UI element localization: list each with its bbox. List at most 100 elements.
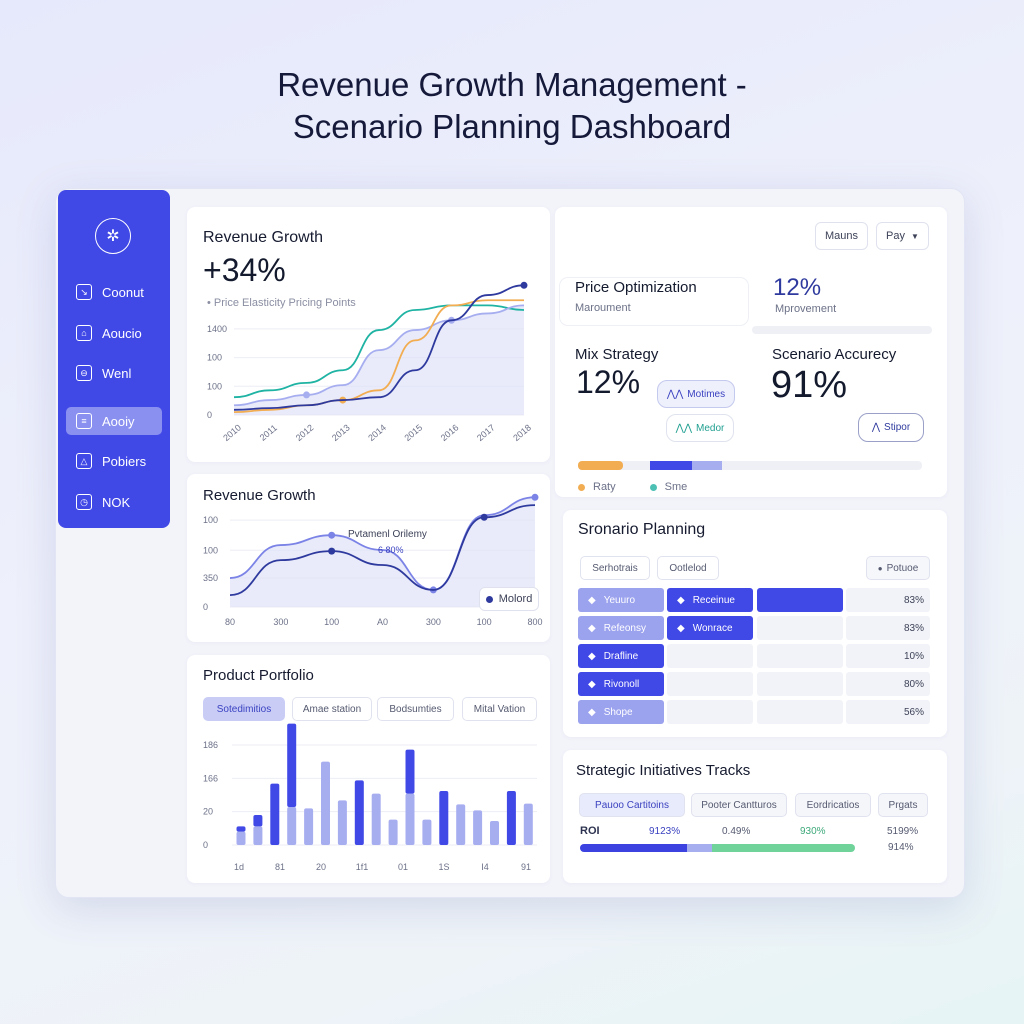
scenario-cell[interactable] <box>667 700 753 724</box>
bar-top[interactable] <box>270 783 280 845</box>
x-tick-label: 2010 <box>221 422 243 443</box>
sidebar-item-3[interactable]: ≡ Aooiy <box>66 407 162 435</box>
logo-icon[interactable]: ✲ <box>95 218 131 254</box>
data-point[interactable] <box>480 513 488 521</box>
x-tick-label: 01 <box>398 862 408 872</box>
sidebar-item-5[interactable]: ◷ NOK <box>66 488 162 516</box>
card-title: Revenue Growth <box>203 229 324 246</box>
x-tick-label: 2014 <box>366 422 388 443</box>
triangle-icon: △ <box>76 453 92 469</box>
bar-base[interactable] <box>405 793 415 845</box>
y-tick-label: 20 <box>203 807 213 817</box>
card-title: Sronario Planning <box>578 521 706 538</box>
data-point[interactable] <box>303 391 310 399</box>
bar-top[interactable] <box>439 791 449 845</box>
scenario-cell[interactable] <box>757 672 843 696</box>
data-point[interactable] <box>520 281 528 289</box>
card-title: Revenue Growth <box>203 487 316 504</box>
sidebar-item-label: Aooiy <box>102 413 135 429</box>
scenario-cell[interactable]: ◆ Yeuuro <box>578 588 664 612</box>
bar-top[interactable] <box>354 780 364 845</box>
mix-strategy-title: Mix Strategy <box>575 346 659 363</box>
scenario-cell[interactable] <box>757 588 843 612</box>
scenario-cell[interactable] <box>757 644 843 668</box>
filter-ootlelod[interactable]: Ootlelod <box>657 556 719 580</box>
cell-label: Rivonoll <box>603 678 640 690</box>
sidebar-item-1[interactable]: ⌂ Aoucio <box>66 319 162 347</box>
bar-top[interactable] <box>253 815 263 827</box>
bar-base[interactable] <box>371 793 381 845</box>
stipor-pill[interactable]: ⋀ Stipor <box>858 413 924 442</box>
data-point[interactable] <box>531 493 539 501</box>
initiative-tab-0[interactable]: Pauoo Cartitoins <box>579 793 685 817</box>
sidebar-item-4[interactable]: △ Pobiers <box>66 447 162 475</box>
square-icon: ↘ <box>76 284 92 300</box>
y-tick-label: 1400 <box>207 324 227 334</box>
bar-base[interactable] <box>304 808 314 845</box>
scenario-cell[interactable] <box>667 672 753 696</box>
bar-top[interactable] <box>236 826 246 832</box>
progress-segment-green <box>712 844 855 852</box>
x-tick-label: A0 <box>377 617 388 627</box>
bar-base[interactable] <box>523 803 533 845</box>
sidebar-item-label: NOK <box>102 494 131 510</box>
potuoe-button[interactable]: ● Potuoe <box>866 556 930 580</box>
motimes-pill[interactable]: ⋀⋀ Motimes <box>657 380 735 408</box>
scenario-cell[interactable]: ◆ Receinue <box>667 588 753 612</box>
initiative-tab-1[interactable]: Pooter Cantturos <box>691 793 787 817</box>
bar-top[interactable] <box>405 749 415 794</box>
series-line-1 <box>233 304 525 407</box>
improvement-value: 12% <box>773 274 822 301</box>
sidebar-item-label: Coonut <box>102 284 144 300</box>
scenario-cell[interactable] <box>757 700 843 724</box>
scenario-cell[interactable]: ◆ Refeonsy <box>578 616 664 640</box>
scenario-cell[interactable]: ◆ Wonrace <box>667 616 753 640</box>
improvement-label: Mprovement <box>775 303 837 315</box>
portfolio-tab-0[interactable]: Sotedimitios <box>203 697 285 721</box>
y-tick-label: 186 <box>203 740 218 750</box>
scenario-cell[interactable]: ◆ Shope <box>578 700 664 724</box>
data-point[interactable] <box>328 547 336 555</box>
pay-dropdown[interactable]: Pay ▼ <box>876 222 929 250</box>
scenario-cell[interactable] <box>757 616 843 640</box>
initiative-tab-2[interactable]: Eordricatios <box>795 793 871 817</box>
x-tick-label: 300 <box>426 617 441 627</box>
bar-base[interactable] <box>287 807 297 845</box>
bar-top[interactable] <box>287 723 297 807</box>
cell-label: Drafline <box>603 650 639 662</box>
bar-base[interactable] <box>456 804 466 845</box>
medor-pill[interactable]: ⋀⋀ Medor <box>666 414 734 442</box>
sidebar-item-2[interactable]: ⊖ Wenl <box>66 359 162 387</box>
y-tick-label: 166 <box>203 773 218 783</box>
sidebar-item-0[interactable]: ↘ Coonut <box>66 278 162 306</box>
portfolio-tab-1[interactable]: Amae station <box>292 697 372 721</box>
bar-base[interactable] <box>473 810 483 845</box>
title-line: Revenue Growth Management - <box>277 66 747 103</box>
mauns-button[interactable]: Mauns <box>815 222 868 250</box>
bar-base[interactable] <box>490 821 499 845</box>
series-line-3 <box>233 284 525 411</box>
bar-top[interactable] <box>506 791 516 845</box>
x-tick-label: 100 <box>477 617 492 627</box>
roi-value: 9123% <box>649 826 681 837</box>
x-tick-label: 300 <box>273 617 288 627</box>
portfolio-tab-3[interactable]: Mital Vation <box>462 697 537 721</box>
diamond-icon: ◆ <box>677 622 685 634</box>
scenario-cell[interactable]: ◆ Rivonoll <box>578 672 664 696</box>
bar-base[interactable] <box>253 826 263 845</box>
bar-base[interactable] <box>236 831 246 845</box>
scenario-cell[interactable]: ◆ Drafline <box>578 644 664 668</box>
bar-base[interactable] <box>388 819 398 845</box>
bar-base[interactable] <box>337 800 347 845</box>
mix-progress-bar <box>578 461 922 470</box>
data-point[interactable] <box>328 531 336 539</box>
basket-icon: ⊖ <box>76 365 92 381</box>
scenario-cell[interactable] <box>667 644 753 668</box>
portfolio-tab-2[interactable]: Bodsumties <box>377 697 454 721</box>
bar-base[interactable] <box>321 761 330 845</box>
button-label: Potuoe <box>886 562 919 574</box>
filter-serhotrais[interactable]: Serhotrais <box>580 556 650 580</box>
x-tick-label: 91 <box>521 862 531 872</box>
initiative-tab-3[interactable]: Prgats <box>878 793 928 817</box>
bar-base[interactable] <box>422 819 432 845</box>
